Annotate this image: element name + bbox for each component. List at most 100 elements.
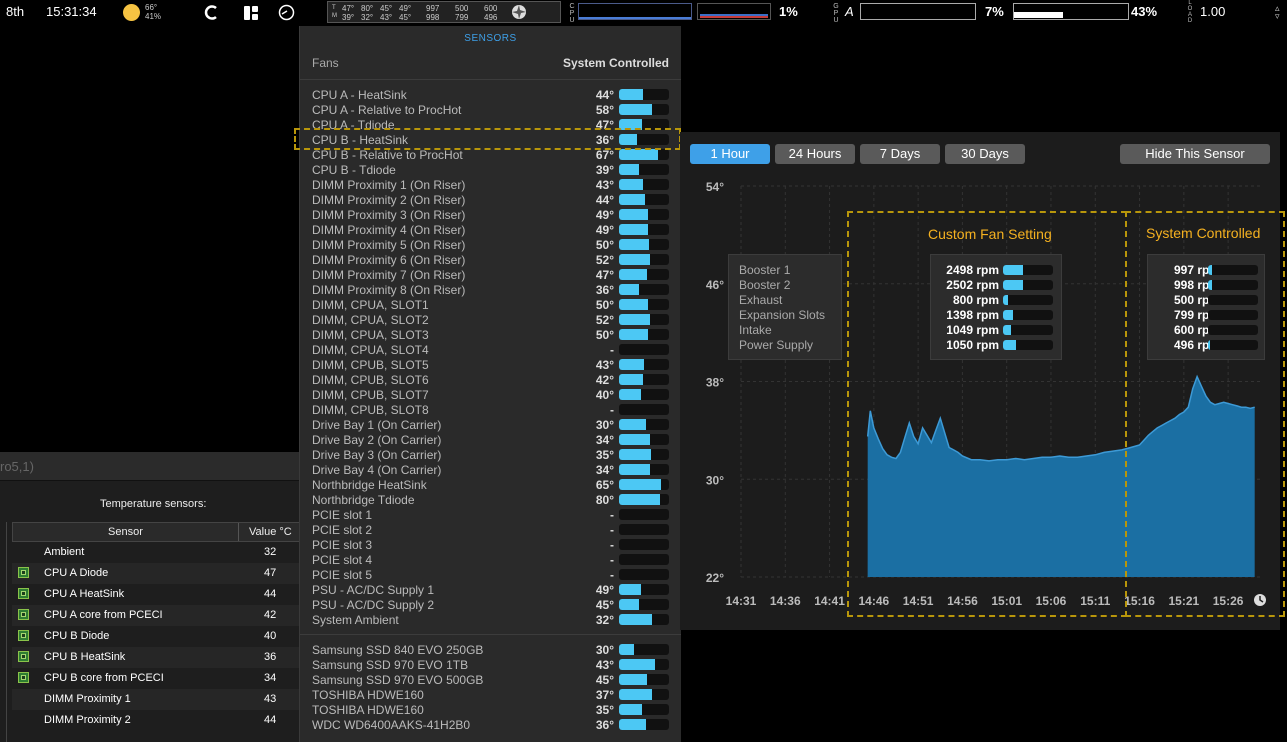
sensor-row[interactable]: CPU B - Relative to ProcHot 67°	[300, 147, 681, 162]
sensor-row[interactable]: CPU A - HeatSink 44°	[300, 87, 681, 102]
sensor-row[interactable]: DIMM, CPUA, SLOT4 -	[300, 342, 681, 357]
sensor-row[interactable]: Drive Bay 3 (On Carrier) 35°	[300, 447, 681, 462]
table-row[interactable]: CPU B HeatSink 36	[12, 647, 300, 668]
table-row[interactable]: CPU A Diode 47	[12, 563, 300, 584]
range-24-hours-button[interactable]: 24 Hours	[775, 144, 855, 164]
sensor-row[interactable]: DIMM Proximity 7 (On Riser) 47°	[300, 267, 681, 282]
sensor-value: 45°	[595, 598, 614, 612]
sensor-row[interactable]: Samsung SSD 970 EVO 1TB 43°	[300, 657, 681, 672]
sensor-row[interactable]: DIMM Proximity 6 (On Riser) 52°	[300, 252, 681, 267]
legend-item[interactable]: Exhaust	[739, 293, 783, 307]
hide-sensor-button[interactable]: Hide This Sensor	[1120, 144, 1270, 164]
temp-reading: 997	[426, 4, 440, 13]
column-sensor[interactable]: Sensor	[108, 526, 143, 538]
sensor-row[interactable]: TOSHIBA HDWE160 35°	[300, 702, 681, 717]
sensor-value: 50°	[595, 238, 614, 252]
table-row[interactable]: DIMM Proximity 1 43	[12, 689, 300, 710]
table-row[interactable]: CPU A HeatSink 44	[12, 584, 300, 605]
speedometer-icon[interactable]	[278, 4, 295, 26]
sensor-row[interactable]: System Ambient 32°	[300, 612, 681, 627]
sensor-row[interactable]: Drive Bay 4 (On Carrier) 34°	[300, 462, 681, 477]
table-row[interactable]: CPU B core from PCECI 34	[12, 668, 300, 689]
table-row[interactable]: Ambient 32	[12, 542, 300, 563]
panel-title: SENSORS	[464, 33, 517, 44]
sensor-name: Samsung SSD 840 EVO 250GB	[312, 643, 484, 657]
sensor-row[interactable]: Samsung SSD 840 EVO 250GB 30°	[300, 642, 681, 657]
sun-icon[interactable]	[123, 4, 140, 21]
sensor-row[interactable]: DIMM, CPUA, SLOT1 50°	[300, 297, 681, 312]
range-7-days-button[interactable]: 7 Days	[860, 144, 940, 164]
sensor-row[interactable]: CPU B - Tdiode 39°	[300, 162, 681, 177]
sensor-name: DIMM, CPUA, SLOT2	[312, 313, 429, 327]
sensor-row[interactable]: PSU - AC/DC Supply 1 49°	[300, 582, 681, 597]
sensor-row[interactable]: DIMM Proximity 8 (On Riser) 36°	[300, 282, 681, 297]
sensor-value: 52°	[595, 253, 614, 267]
sensor-row[interactable]: PCIE slot 2 -	[300, 522, 681, 537]
cpu-history-graph[interactable]	[697, 3, 771, 20]
sensor-row[interactable]: Samsung SSD 970 EVO 500GB 45°	[300, 672, 681, 687]
sensor-row[interactable]: DIMM, CPUB, SLOT7 40°	[300, 387, 681, 402]
sensor-value: -	[610, 523, 614, 537]
temperature-strip[interactable]: T M 47° 80° 45° 49° 997 500 600 39° 32° 43° 45° 99…	[327, 1, 561, 23]
fan-rpm: 800 rpm	[952, 293, 999, 307]
sensor-row[interactable]: PCIE slot 1 -	[300, 507, 681, 522]
sensor-row[interactable]: DIMM, CPUA, SLOT2 52°	[300, 312, 681, 327]
table-row[interactable]: CPU B Diode 40	[12, 626, 300, 647]
sensor-row[interactable]: PSU - AC/DC Supply 2 45°	[300, 597, 681, 612]
sensor-value: 40°	[595, 388, 614, 402]
gpu-graph[interactable]	[860, 3, 976, 20]
sensor-bar-fill	[619, 494, 660, 505]
legend-item[interactable]: Booster 2	[739, 278, 791, 292]
cpu-percent: 1%	[779, 4, 798, 19]
sensor-row[interactable]: DIMM Proximity 2 (On Riser) 44°	[300, 192, 681, 207]
sensor-row[interactable]: DIMM, CPUA, SLOT3 50°	[300, 327, 681, 342]
menubar-clock[interactable]: 15:31:34	[46, 4, 97, 19]
sensor-row[interactable]: WDC WD6400AAKS-41H2B0 36°	[300, 717, 681, 732]
legend-item[interactable]: Expansion Slots	[739, 308, 826, 322]
sensor-bar-fill	[619, 179, 643, 190]
legend-item[interactable]: Booster 1	[739, 263, 791, 277]
window-titlebar[interactable]: ro5,1)	[0, 452, 300, 481]
sensor-row[interactable]: Northbridge HeatSink 65°	[300, 477, 681, 492]
fans-mode[interactable]: System Controlled	[562, 56, 669, 70]
refresh-icon[interactable]	[203, 4, 220, 26]
custom-fan-setting-title: Custom Fan Setting	[928, 226, 1052, 242]
table-row[interactable]: CPU A core from PCECI 42	[12, 605, 300, 626]
sensor-row[interactable]: CPU B - HeatSink 36°	[300, 132, 681, 147]
range-30-days-button[interactable]: 30 Days	[945, 144, 1025, 164]
cpu-graph[interactable]	[578, 3, 692, 20]
memory-bar[interactable]	[1013, 3, 1129, 20]
sensor-value: 32°	[595, 613, 614, 627]
overflow-chevron-icon[interactable]: ▵ ▿	[1275, 3, 1280, 21]
sensor-name: DIMM, CPUA, SLOT1	[312, 298, 429, 312]
sensor-row[interactable]: PCIE slot 3 -	[300, 537, 681, 552]
layout-icon[interactable]	[243, 5, 259, 26]
sensor-row[interactable]: DIMM, CPUB, SLOT6 42°	[300, 372, 681, 387]
sensor-row[interactable]: DIMM, CPUB, SLOT8 -	[300, 402, 681, 417]
column-value[interactable]: Value °C	[249, 526, 292, 538]
sensor-row[interactable]: Drive Bay 1 (On Carrier) 30°	[300, 417, 681, 432]
sensor-row[interactable]: Northbridge Tdiode 80°	[300, 492, 681, 507]
legend-item[interactable]: Intake	[739, 323, 772, 337]
sensor-row[interactable]: PCIE slot 4 -	[300, 552, 681, 567]
table-row[interactable]: DIMM Proximity 2 44	[12, 710, 300, 731]
fan-rpm: 2502 rpm	[946, 278, 999, 292]
sensor-row[interactable]: DIMM, CPUB, SLOT5 43°	[300, 357, 681, 372]
temp-reading: 47°	[342, 4, 355, 13]
sensor-row[interactable]: PCIE slot 5 -	[300, 567, 681, 582]
legend-item[interactable]: Power Supply	[739, 338, 814, 352]
range-1-hour-button[interactable]: 1 Hour	[690, 144, 770, 164]
sensor-row[interactable]: DIMM Proximity 5 (On Riser) 50°	[300, 237, 681, 252]
sensor-row[interactable]: TOSHIBA HDWE160 37°	[300, 687, 681, 702]
sensor-row[interactable]: CPU A - Relative to ProcHot 58°	[300, 102, 681, 117]
sensor-name: DIMM Proximity 8 (On Riser)	[312, 283, 466, 297]
menubar-date[interactable]: 8th	[6, 4, 25, 19]
sensor-bar-fill	[619, 374, 643, 385]
sensor-row[interactable]: Drive Bay 2 (On Carrier) 34°	[300, 432, 681, 447]
sensor-row[interactable]: DIMM Proximity 3 (On Riser) 49°	[300, 207, 681, 222]
temperature-line	[866, 374, 1255, 462]
sensor-row[interactable]: DIMM Proximity 1 (On Riser) 43°	[300, 177, 681, 192]
clock-icon[interactable]	[1253, 593, 1267, 612]
x-tick-label: 15:26	[1213, 594, 1244, 608]
sensor-row[interactable]: DIMM Proximity 4 (On Riser) 49°	[300, 222, 681, 237]
